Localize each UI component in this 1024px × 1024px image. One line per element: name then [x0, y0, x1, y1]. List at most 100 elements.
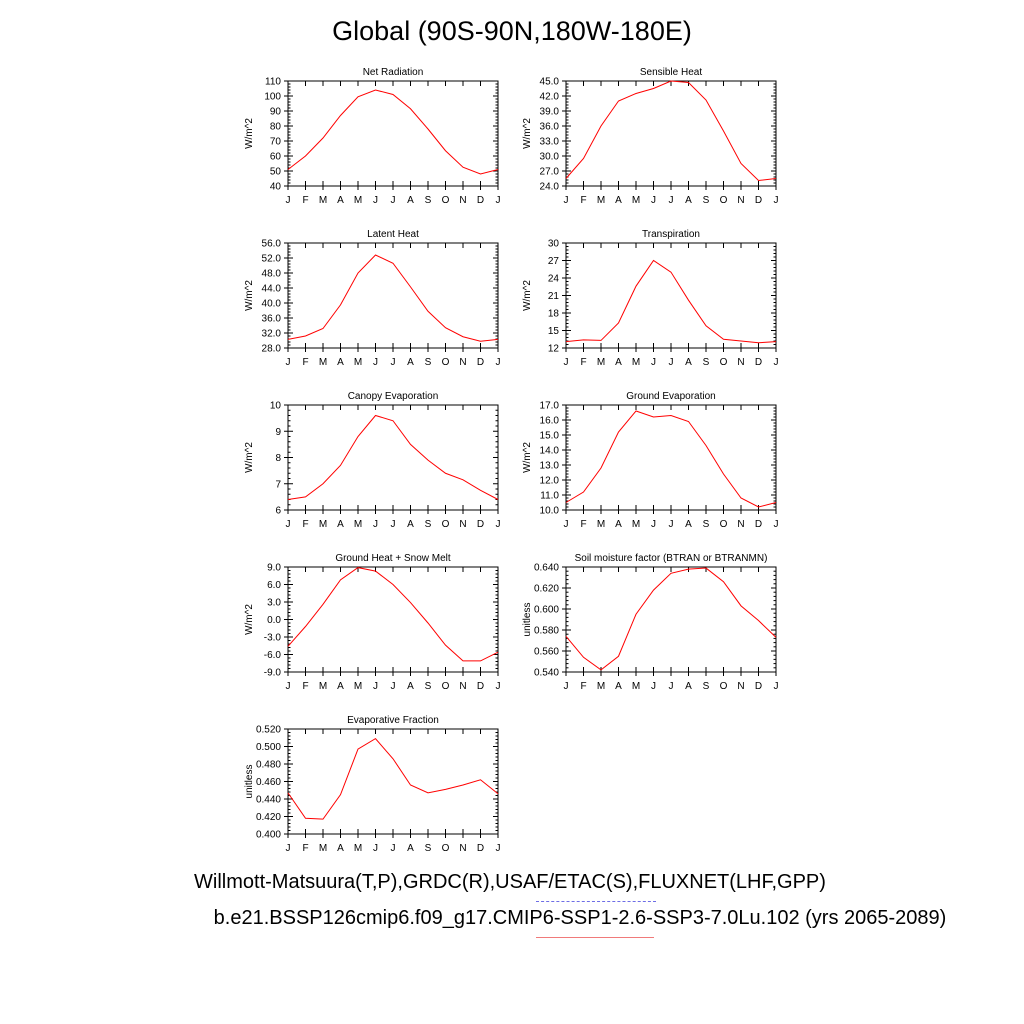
y-tick-label: 3.0 [267, 598, 281, 609]
y-tick-label: 27 [548, 256, 560, 267]
y-tick-label: 0.520 [256, 725, 281, 736]
y-tick-label: 39.0 [540, 107, 560, 118]
y-tick-label: 7 [275, 479, 281, 490]
series-line [565, 567, 777, 671]
x-tick-label: A [615, 357, 622, 368]
x-tick-label: N [459, 357, 466, 368]
x-tick-label: S [425, 681, 432, 692]
panel-title: Transpiration [642, 229, 700, 240]
x-tick-label: N [459, 843, 466, 854]
x-tick-label: J [496, 843, 501, 854]
y-tick-label: 13.0 [540, 461, 560, 472]
panel-1: Sensible Heat W/m^2 24.0 27.0 30.0 33.0 36.0 39… [522, 67, 779, 206]
y-tick-label: 0.620 [534, 584, 559, 595]
panel-title: Soil moisture factor (BTRAN or BTRANMN) [575, 553, 768, 564]
x-tick-label: J [669, 519, 674, 530]
x-tick-label: M [597, 195, 605, 206]
plot-frame [565, 242, 777, 349]
x-tick-label: J [669, 357, 674, 368]
y-tick-label: 50 [270, 167, 282, 178]
x-tick-label: O [442, 195, 450, 206]
x-tick-label: N [737, 681, 744, 692]
y-tick-label: 8 [275, 453, 281, 464]
x-tick-label: D [477, 681, 484, 692]
x-tick-label: S [703, 195, 710, 206]
x-tick-label: M [354, 357, 362, 368]
y-tick-label: 9 [275, 427, 281, 438]
y-tick-label: 33.0 [540, 137, 560, 148]
x-tick-label: J [651, 357, 656, 368]
y-tick-label: 100 [264, 92, 281, 103]
y-tick-label: 14.0 [540, 446, 560, 457]
x-tick-label: S [703, 357, 710, 368]
y-tick-label: 17.0 [540, 401, 560, 412]
y-tick-label: 56.0 [262, 239, 282, 250]
series-line [565, 410, 777, 508]
y-tick-label: 0.560 [534, 647, 559, 658]
x-tick-label: M [354, 519, 362, 530]
series-line [287, 414, 499, 500]
x-tick-label: S [703, 519, 710, 530]
y-tick-label: 6.0 [267, 580, 281, 591]
x-tick-label: J [373, 681, 378, 692]
plot-frame [565, 404, 777, 511]
y-tick-label: 0.640 [534, 563, 559, 574]
y-tick-label: 32.0 [262, 329, 282, 340]
x-tick-label: J [651, 519, 656, 530]
x-tick-label: J [391, 681, 396, 692]
x-tick-label: J [564, 357, 569, 368]
x-tick-label: O [442, 681, 450, 692]
x-tick-label: J [373, 195, 378, 206]
x-tick-label: N [459, 519, 466, 530]
panel-title: Canopy Evaporation [348, 391, 439, 402]
y-tick-label: -6.0 [264, 650, 282, 661]
x-tick-label: A [407, 519, 414, 530]
x-tick-label: J [496, 357, 501, 368]
y-tick-label: 6 [275, 506, 281, 517]
x-tick-label: F [302, 519, 308, 530]
x-tick-label: A [337, 843, 344, 854]
y-tick-label: 0.500 [256, 742, 281, 753]
x-tick-label: O [442, 357, 450, 368]
x-tick-label: M [319, 195, 327, 206]
y-axis-label: W/m^2 [244, 118, 255, 149]
y-axis-label: W/m^2 [522, 118, 533, 149]
x-tick-label: F [302, 681, 308, 692]
x-tick-label: F [580, 519, 586, 530]
y-tick-label: 42.0 [540, 92, 560, 103]
x-tick-label: M [597, 681, 605, 692]
y-tick-label: 0.600 [534, 605, 559, 616]
x-tick-label: A [407, 357, 414, 368]
x-tick-label: A [615, 519, 622, 530]
y-tick-label: 11.0 [540, 491, 559, 502]
x-tick-label: J [373, 357, 378, 368]
x-tick-label: S [425, 357, 432, 368]
x-tick-label: J [286, 195, 291, 206]
y-tick-label: 40.0 [262, 299, 282, 310]
x-tick-label: A [685, 681, 692, 692]
plot-frame [287, 566, 499, 673]
y-tick-label: 9.0 [267, 563, 281, 574]
panel-6: Ground Heat + Snow Melt W/m^2 -9.0 -6.0 -3.0… [244, 553, 501, 692]
x-tick-label: J [286, 519, 291, 530]
y-tick-label: 52.0 [262, 254, 282, 265]
x-tick-label: J [391, 195, 396, 206]
y-axis-label: W/m^2 [244, 280, 255, 311]
x-tick-label: A [337, 195, 344, 206]
x-tick-label: J [496, 681, 501, 692]
x-tick-label: M [632, 357, 640, 368]
y-axis-label: W/m^2 [244, 604, 255, 635]
x-tick-label: O [720, 357, 728, 368]
y-tick-label: 48.0 [262, 269, 282, 280]
x-tick-label: A [615, 681, 622, 692]
x-tick-label: D [755, 519, 762, 530]
x-tick-label: O [720, 519, 728, 530]
x-tick-label: D [477, 519, 484, 530]
y-tick-label: 24 [548, 274, 560, 285]
y-axis-label: W/m^2 [522, 442, 533, 473]
x-tick-label: F [302, 843, 308, 854]
y-tick-label: 0.400 [256, 830, 281, 841]
y-tick-label: 10 [270, 401, 282, 412]
